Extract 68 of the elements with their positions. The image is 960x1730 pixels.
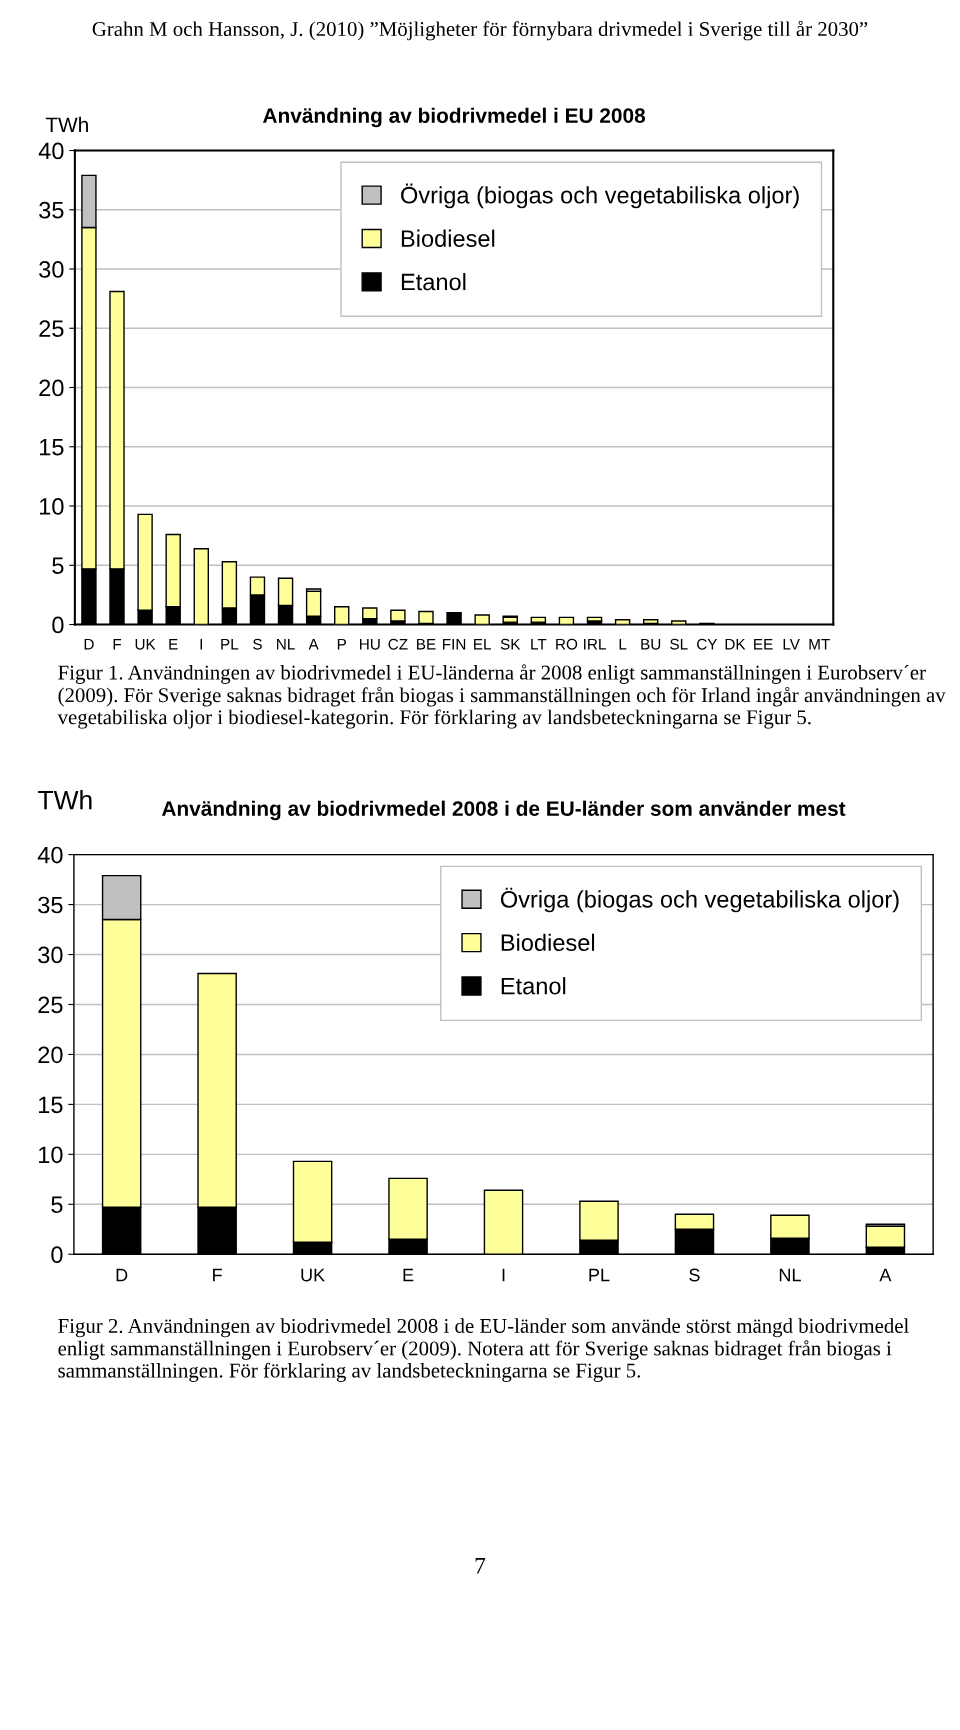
y-tick-label: 0 (52, 616, 64, 634)
y-tick-label: 10 (40, 498, 64, 515)
legend-label: Biodiesel (401, 229, 495, 247)
legend-label: Etanol (401, 272, 466, 291)
legend-label: Övriga (biogas och vegetabiliska oljor) (500, 887, 899, 913)
x-tick-label: S (253, 638, 262, 650)
y-tick-label: 0 (51, 1246, 63, 1264)
x-tick-label: D (84, 638, 94, 650)
chart-title: Användning av biodrivmedel i EU 2008 (263, 107, 646, 128)
y-tick-label: 15 (40, 439, 64, 456)
x-tick-label: F (113, 638, 122, 650)
x-tick-label: UK (301, 1268, 325, 1282)
x-tick-label: LT (531, 638, 547, 650)
x-tick-label: A (879, 1268, 892, 1282)
x-tick-label: E (169, 638, 178, 650)
x-tick-label: P (337, 638, 347, 650)
x-tick-label: E (403, 1268, 414, 1282)
x-tick-label: RO (556, 638, 578, 650)
chart-title: Användning av biodrivmedel 2008 i de EU-länder som använder mest (161, 800, 846, 821)
x-tick-label: BE (417, 638, 436, 650)
x-tick-label: L (619, 638, 627, 650)
y-axis-title: TWh (38, 790, 92, 810)
y-tick-label: 35 (39, 201, 64, 219)
text: Figur 1. Användningen av biodrivmedel i EU-länderna år 2008 enligt sammanställningen i Eurobserv´er (2009). För Sverige saknas bidraget från biogas i sammanställningen och för Irland ingår användningen av vegetabiliska oljor i biodiesel-kategorin. För förklaring av landsbeteckningarna se Figur 5. (57, 664, 946, 729)
x-tick-label: DK (725, 638, 746, 650)
y-tick-label: 40 (38, 142, 64, 160)
y-tick-label: 5 (51, 1196, 63, 1214)
x-tick-label: A (308, 638, 319, 650)
text: Figur 2. Användningen av biodrivmedel 2008 i de EU-länder som använde störst mängd biodrivmedel enligt sammanställningen i Eurobserv´er (2009). Notera att för Sverige saknas bidraget från biogas i sammanställningen. För förklaring av landsbeteckningarna se Figur 5. (58, 1318, 909, 1382)
x-tick-label: NL (277, 638, 295, 650)
y-tick-label: 30 (39, 261, 64, 278)
x-tick-label: F (213, 1268, 222, 1282)
x-tick-label: EL (474, 638, 492, 650)
x-tick-label: NL (779, 1268, 801, 1282)
x-tick-label: EE (754, 638, 773, 650)
x-tick-label: LV (783, 638, 800, 650)
y-axis-title: TWh (45, 116, 88, 132)
y-tick-label: 10 (39, 1146, 63, 1164)
y-tick-label: 25 (39, 320, 64, 338)
legend-label: Etanol (501, 977, 566, 995)
x-tick-label: FIN (443, 638, 466, 650)
y-tick-label: 40 (37, 846, 63, 864)
x-tick-label: CZ (388, 638, 408, 650)
y-tick-label: 15 (39, 1096, 63, 1114)
legend-label: Övriga (biogas och vegetabiliska oljor) (401, 183, 799, 209)
y-tick-label: 30 (38, 946, 63, 964)
x-tick-label: IRL (584, 638, 606, 650)
x-tick-label: SK (500, 638, 521, 650)
text: 7 (475, 1557, 486, 1574)
x-tick-label: I (502, 1268, 505, 1282)
x-tick-label: UK (135, 638, 156, 650)
x-tick-label: SL (670, 638, 688, 650)
y-tick-label: 25 (38, 996, 63, 1014)
x-tick-label: BU (641, 638, 661, 650)
x-tick-label: CY (697, 638, 718, 650)
x-tick-label: MT (809, 638, 830, 650)
text: Grahn M och Hansson, J. (2010) ”Möjligheter för förnybara drivmedel i Sverige till år 2030” (92, 20, 868, 41)
x-tick-label: S (689, 1268, 700, 1282)
y-tick-label: 35 (38, 896, 63, 914)
x-tick-label: PL (589, 1268, 610, 1282)
y-tick-label: 20 (39, 379, 64, 397)
x-tick-label: HU (360, 638, 380, 650)
x-tick-label: D (116, 1268, 128, 1282)
legend-label: Biodiesel (501, 933, 595, 952)
x-tick-label: I (200, 638, 202, 650)
y-tick-label: 20 (38, 1046, 63, 1064)
y-tick-label: 5 (52, 557, 64, 575)
x-tick-label: PL (221, 638, 239, 650)
